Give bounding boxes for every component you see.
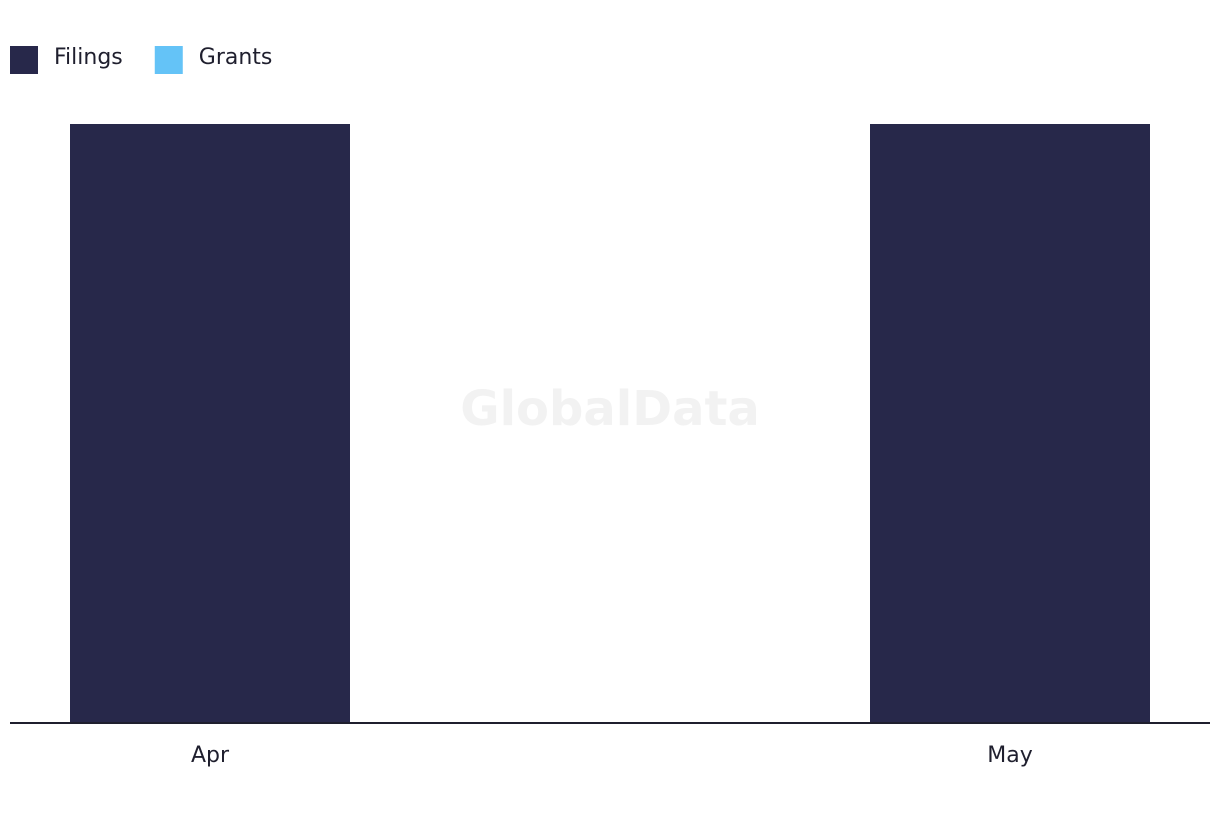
legend-label: Filings xyxy=(54,45,123,70)
legend-swatch xyxy=(10,46,38,74)
watermark: GlobalData xyxy=(460,381,760,437)
bar xyxy=(870,124,1150,723)
x-tick-label: May xyxy=(987,743,1032,768)
legend-swatch xyxy=(154,46,183,74)
legend-label: Grants xyxy=(199,45,273,70)
x-tick-label: Apr xyxy=(191,743,230,768)
bar xyxy=(70,124,350,723)
